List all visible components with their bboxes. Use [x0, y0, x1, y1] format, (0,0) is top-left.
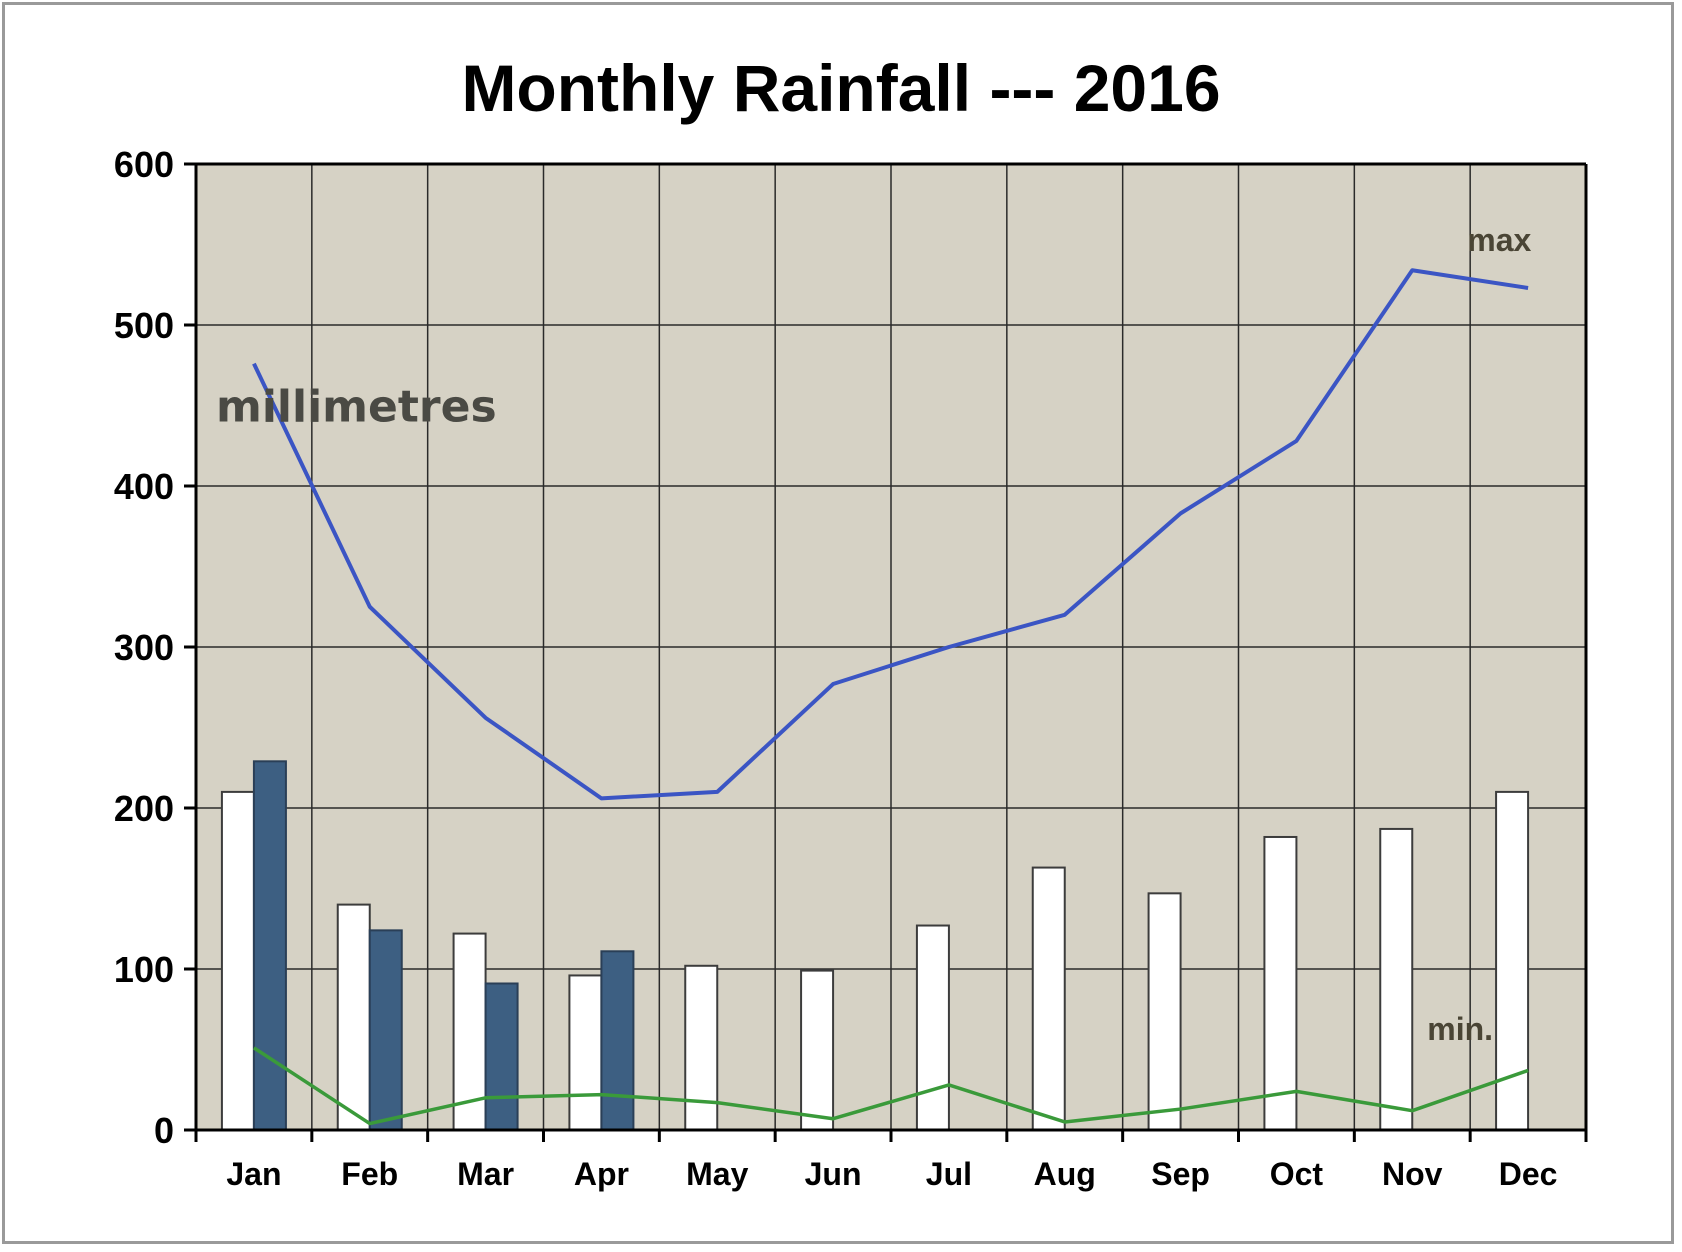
x-tick-label: May: [686, 1156, 748, 1192]
series-lines: [252, 268, 1529, 1126]
chart-title: Monthly Rainfall --- 2016: [461, 51, 1221, 125]
x-tick-label: Dec: [1499, 1156, 1558, 1192]
max-series-label: max: [1467, 222, 1531, 258]
bar-blue-apr: [600, 950, 635, 1131]
grid-lines: [196, 163, 1586, 1130]
bar-white-aug: [1031, 866, 1066, 1131]
bar-white-apr: [568, 974, 603, 1131]
x-tick-label: Sep: [1151, 1156, 1210, 1192]
bars: [220, 760, 1530, 1132]
x-tick-label: Jul: [926, 1156, 972, 1192]
min-line: [252, 1046, 1529, 1126]
bar-white-jun: [800, 969, 835, 1131]
bar-blue-mar: [484, 982, 519, 1131]
bar-white-feb: [336, 903, 371, 1131]
x-tick-label: Apr: [574, 1156, 629, 1192]
bar-white-nov: [1379, 827, 1414, 1131]
bar-blue-jan: [252, 760, 287, 1131]
y-tick-label: 600: [114, 144, 174, 185]
bar-white-jul: [915, 924, 950, 1132]
y-tick-label: 200: [114, 788, 174, 829]
y-tick-label: 300: [114, 627, 174, 668]
y-tick-label: 0: [154, 1110, 174, 1151]
bar-white-jan: [220, 790, 255, 1132]
y-tick-label: 500: [114, 305, 174, 346]
axes: 0 100 200 300 400 500 600 Jan Feb Mar Apr May Jun Jul…: [114, 144, 1588, 1192]
x-tick-label: Aug: [1034, 1156, 1096, 1192]
unit-label: millimetres: [216, 382, 497, 433]
min-series-label: min.: [1427, 1011, 1493, 1047]
y-tick-label: 100: [114, 949, 174, 990]
x-tick-label: Oct: [1270, 1156, 1324, 1192]
y-tick-label: 400: [114, 466, 174, 507]
x-tick-label: Nov: [1382, 1156, 1443, 1192]
x-tick-label: Jan: [226, 1156, 281, 1192]
x-tick-label: Feb: [341, 1156, 398, 1192]
bar-white-sep: [1147, 892, 1182, 1132]
max-line: [252, 268, 1529, 801]
bar-white-may: [684, 964, 719, 1132]
bar-white-oct: [1263, 835, 1298, 1131]
x-tick-label: Mar: [457, 1156, 514, 1192]
bar-blue-feb: [368, 929, 403, 1131]
x-tick-label: Jun: [805, 1156, 862, 1192]
